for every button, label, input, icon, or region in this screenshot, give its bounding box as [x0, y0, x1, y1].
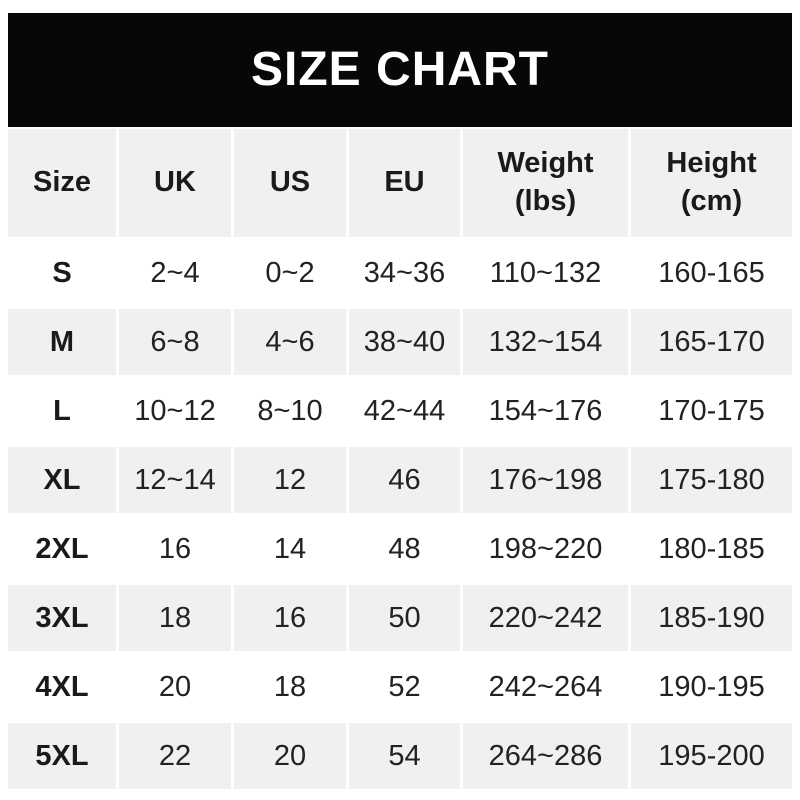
table-row-4xl: 4XL 20 18 52 242~264 190-195: [8, 654, 792, 720]
cell-weight: 220~242: [463, 585, 628, 651]
cell-eu: 48: [349, 516, 460, 582]
cell-eu: 34~36: [349, 240, 460, 306]
cell-size: M: [8, 309, 116, 375]
col-header-height: Height (cm): [631, 129, 792, 237]
cell-eu: 42~44: [349, 378, 460, 444]
col-header-size: Size: [8, 129, 116, 237]
table-header-row: Size UK US EU Weight (lbs) Height (cm): [8, 129, 792, 237]
title-bar: SIZE CHART: [8, 13, 792, 127]
cell-size: S: [8, 240, 116, 306]
cell-us: 18: [234, 654, 346, 720]
cell-weight: 110~132: [463, 240, 628, 306]
cell-eu: 38~40: [349, 309, 460, 375]
cell-uk: 12~14: [119, 447, 231, 513]
cell-size: XL: [8, 447, 116, 513]
cell-height: 195-200: [631, 723, 792, 789]
cell-eu: 46: [349, 447, 460, 513]
cell-uk: 6~8: [119, 309, 231, 375]
cell-eu: 52: [349, 654, 460, 720]
cell-us: 20: [234, 723, 346, 789]
cell-weight: 176~198: [463, 447, 628, 513]
col-header-weight: Weight (lbs): [463, 129, 628, 237]
table-row-m: M 6~8 4~6 38~40 132~154 165-170: [8, 309, 792, 375]
cell-weight: 264~286: [463, 723, 628, 789]
cell-weight: 198~220: [463, 516, 628, 582]
cell-us: 4~6: [234, 309, 346, 375]
col-header-us: US: [234, 129, 346, 237]
cell-eu: 50: [349, 585, 460, 651]
cell-height: 190-195: [631, 654, 792, 720]
table-row-5xl: 5XL 22 20 54 264~286 195-200: [8, 723, 792, 789]
cell-uk: 20: [119, 654, 231, 720]
cell-weight: 154~176: [463, 378, 628, 444]
cell-us: 12: [234, 447, 346, 513]
cell-eu: 54: [349, 723, 460, 789]
table-row-2xl: 2XL 16 14 48 198~220 180-185: [8, 516, 792, 582]
table-row-3xl: 3XL 18 16 50 220~242 185-190: [8, 585, 792, 651]
table-row-s: S 2~4 0~2 34~36 110~132 160-165: [8, 240, 792, 306]
cell-height: 185-190: [631, 585, 792, 651]
cell-height: 180-185: [631, 516, 792, 582]
cell-height: 160-165: [631, 240, 792, 306]
cell-us: 16: [234, 585, 346, 651]
size-table: Size UK US EU Weight (lbs) Height (cm) S…: [8, 129, 792, 789]
cell-height: 165-170: [631, 309, 792, 375]
cell-height: 170-175: [631, 378, 792, 444]
cell-weight: 132~154: [463, 309, 628, 375]
cell-size: L: [8, 378, 116, 444]
cell-uk: 18: [119, 585, 231, 651]
page-title: SIZE CHART: [251, 43, 549, 96]
cell-uk: 16: [119, 516, 231, 582]
cell-size: 3XL: [8, 585, 116, 651]
cell-us: 0~2: [234, 240, 346, 306]
cell-uk: 10~12: [119, 378, 231, 444]
cell-uk: 22: [119, 723, 231, 789]
cell-size: 4XL: [8, 654, 116, 720]
cell-us: 8~10: [234, 378, 346, 444]
table-row-l: L 10~12 8~10 42~44 154~176 170-175: [8, 378, 792, 444]
cell-size: 5XL: [8, 723, 116, 789]
cell-uk: 2~4: [119, 240, 231, 306]
cell-height: 175-180: [631, 447, 792, 513]
cell-us: 14: [234, 516, 346, 582]
col-header-eu: EU: [349, 129, 460, 237]
table-row-xl: XL 12~14 12 46 176~198 175-180: [8, 447, 792, 513]
cell-size: 2XL: [8, 516, 116, 582]
col-header-uk: UK: [119, 129, 231, 237]
cell-weight: 242~264: [463, 654, 628, 720]
